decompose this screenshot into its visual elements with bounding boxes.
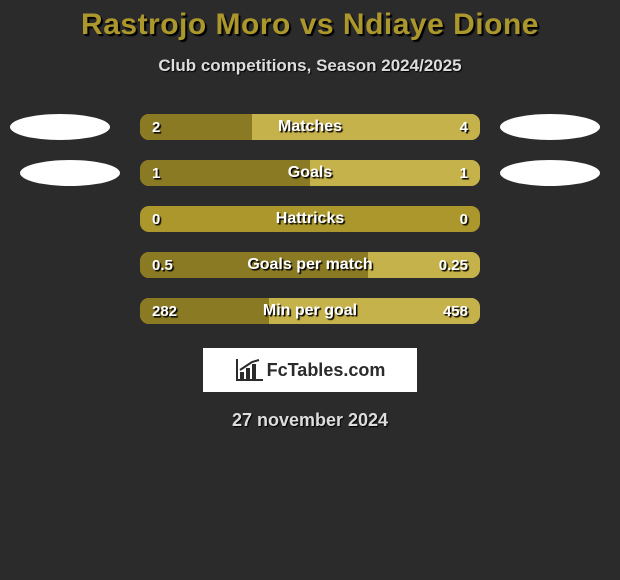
- stat-label: Min per goal: [263, 302, 357, 320]
- stat-row: 0.5 0.25 Goals per match: [0, 242, 620, 288]
- bar-chart-icon: [235, 359, 263, 381]
- stat-value-right: 4: [460, 119, 468, 136]
- stat-bar: 2 4 Matches: [140, 114, 480, 140]
- brand-text: FcTables.com: [267, 360, 386, 381]
- stat-value-left: 0: [152, 211, 160, 228]
- brand-badge: FcTables.com: [203, 348, 417, 392]
- stat-bar-right-fill: [310, 160, 480, 186]
- stat-row: 1 1 Goals: [0, 150, 620, 196]
- stat-row: 2 4 Matches: [0, 104, 620, 150]
- stat-value-left: 2: [152, 119, 160, 136]
- stat-label: Matches: [278, 118, 342, 136]
- comparison-infographic: Rastrojo Moro vs Ndiaye Dione Club compe…: [0, 0, 620, 580]
- player-left-marker: [20, 160, 120, 186]
- stat-value-right: 458: [443, 303, 468, 320]
- player-right-marker: [500, 160, 600, 186]
- stat-value-left: 1: [152, 165, 160, 182]
- stat-bar: 0.5 0.25 Goals per match: [140, 252, 480, 278]
- stat-value-right: 0: [460, 211, 468, 228]
- subtitle: Club competitions, Season 2024/2025: [0, 56, 620, 76]
- stat-row: 282 458 Min per goal: [0, 288, 620, 334]
- stat-bar-left-fill: [140, 160, 310, 186]
- stat-value-left: 0.5: [152, 257, 173, 274]
- player-left-marker: [10, 114, 110, 140]
- stat-value-left: 282: [152, 303, 177, 320]
- stat-label: Hattricks: [276, 210, 344, 228]
- page-title: Rastrojo Moro vs Ndiaye Dione: [0, 8, 620, 42]
- stat-row: 0 0 Hattricks: [0, 196, 620, 242]
- stat-label: Goals: [288, 164, 332, 182]
- stat-rows: 2 4 Matches 1 1 Goals 0 0 Hattricks 0.5 0.25 Goals …: [0, 104, 620, 334]
- stat-bar: 0 0 Hattricks: [140, 206, 480, 232]
- stat-bar: 1 1 Goals: [140, 160, 480, 186]
- stat-label: Goals per match: [247, 256, 372, 274]
- date-text: 27 november 2024: [0, 410, 620, 431]
- stat-value-right: 1: [460, 165, 468, 182]
- stat-bar: 282 458 Min per goal: [140, 298, 480, 324]
- player-right-marker: [500, 114, 600, 140]
- stat-value-right: 0.25: [439, 257, 468, 274]
